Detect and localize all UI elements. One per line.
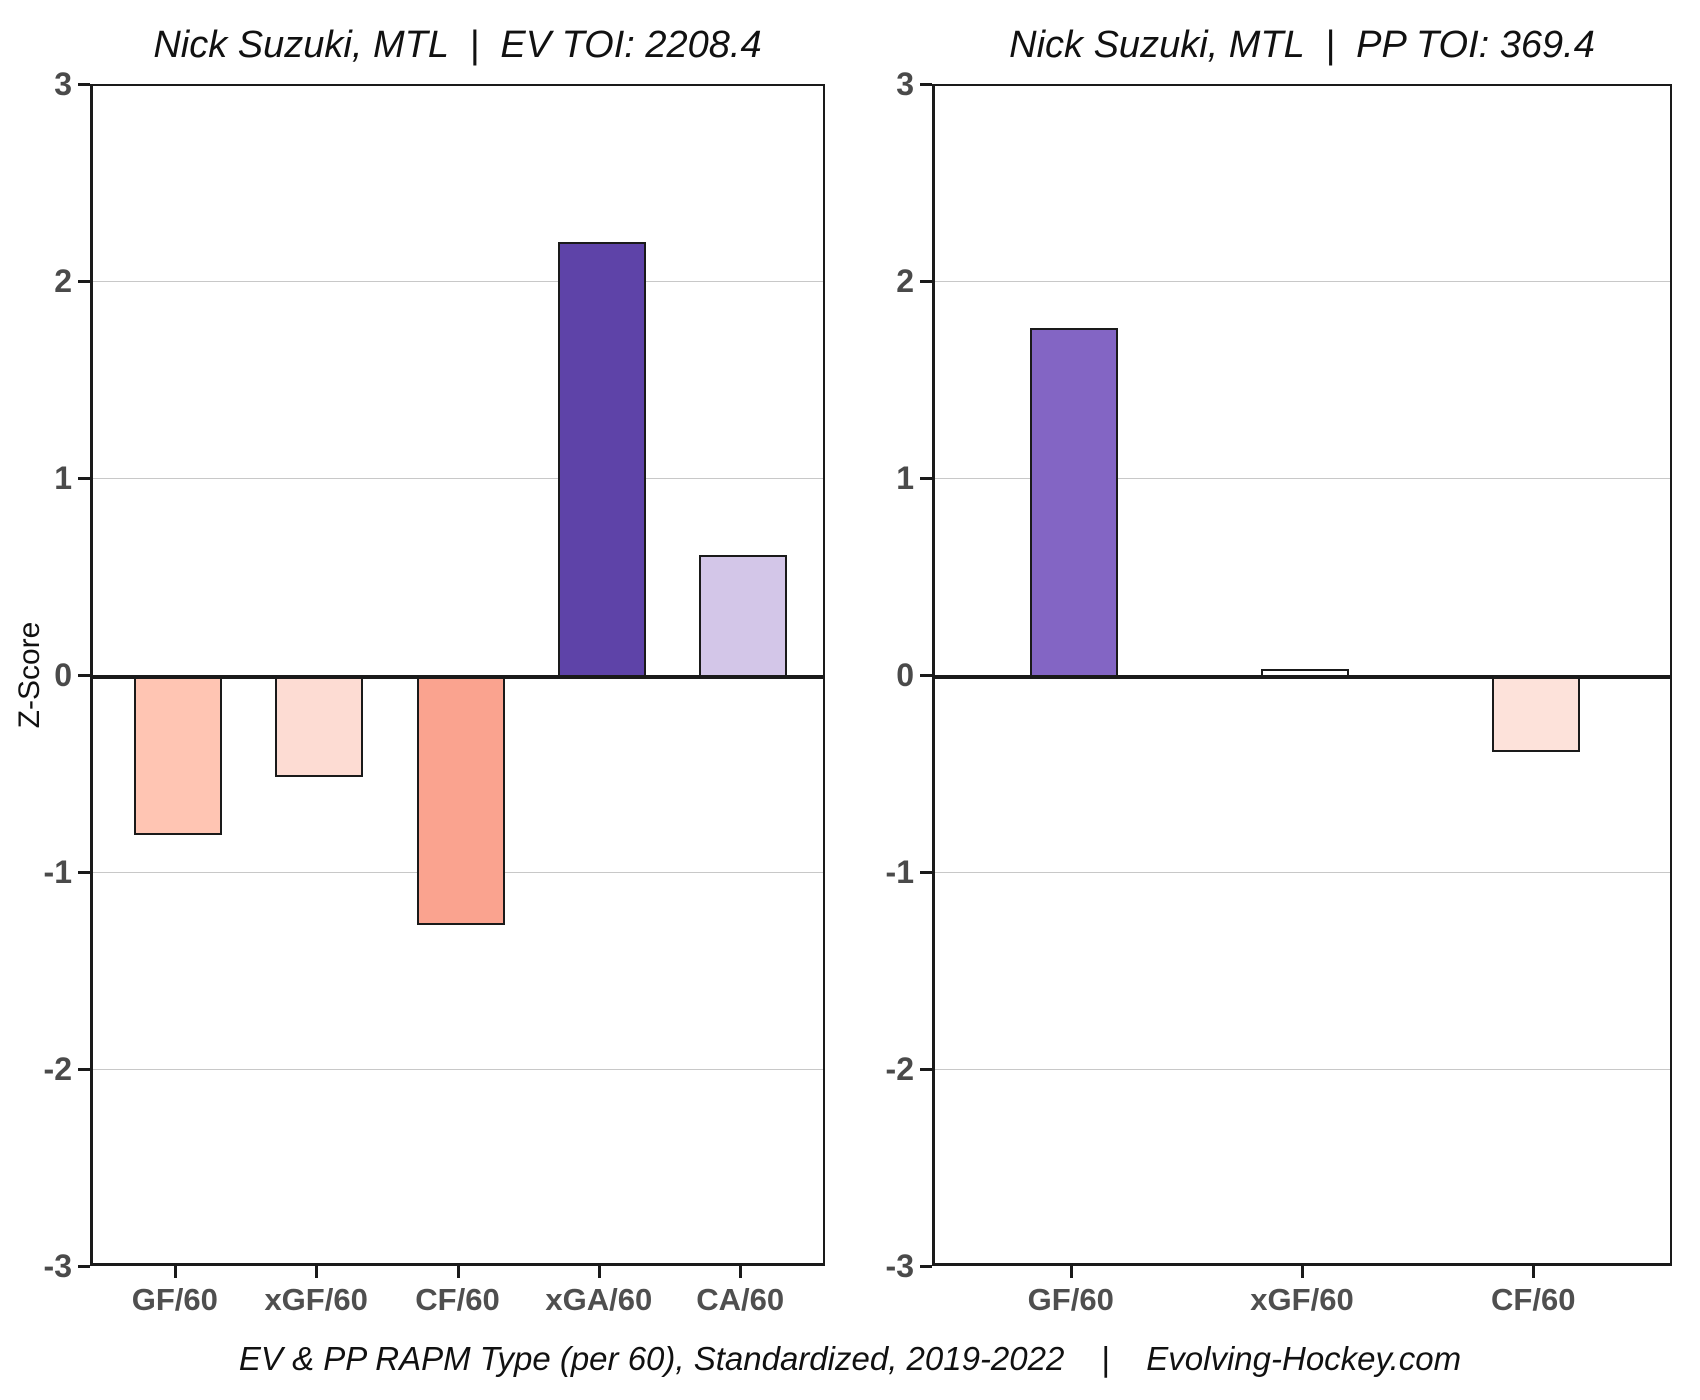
y-tick-label: -3	[885, 1248, 914, 1284]
x-tick-mark	[315, 1266, 319, 1278]
y-tick-mark	[920, 280, 932, 283]
x-tick-mark	[739, 1266, 743, 1278]
y-tick-mark	[920, 477, 932, 480]
bar-gf-60	[133, 677, 222, 835]
y-tick-mark	[78, 871, 90, 874]
x-tick-label-cf-60: CF/60	[415, 1282, 500, 1317]
bar-xgf-60	[275, 677, 364, 778]
gridline-1	[93, 478, 823, 479]
x-tick-mark	[1532, 1266, 1536, 1278]
bar-ca-60	[699, 554, 788, 677]
gridline-1	[935, 478, 1670, 479]
x-tick-mark	[1069, 1266, 1073, 1278]
y-tick-mark	[78, 280, 90, 283]
y-tick-label: 2	[896, 263, 914, 299]
zero-baseline	[935, 675, 1670, 679]
bar-cf-60	[416, 677, 505, 926]
x-tick-label-xga-60: xGA/60	[545, 1282, 653, 1317]
gridline--2	[935, 1069, 1670, 1070]
y-tick-label: -2	[43, 1051, 72, 1087]
y-tick-mark	[78, 83, 90, 86]
bar-gf-60	[1029, 328, 1118, 677]
y-tick-mark	[920, 1265, 932, 1268]
y-tick-label: -1	[43, 854, 72, 890]
x-tick-label-xgf-60: xGF/60	[264, 1282, 368, 1317]
gridline-2	[935, 281, 1670, 282]
y-tick-mark	[920, 674, 932, 677]
y-tick-label: 3	[896, 66, 914, 102]
y-tick-label: 1	[54, 460, 72, 496]
bar-xga-60	[557, 241, 646, 677]
x-tick-label-ca-60: CA/60	[696, 1282, 785, 1317]
y-tick-label: 3	[54, 66, 72, 102]
bar-cf-60	[1492, 677, 1581, 752]
x-tick-mark	[597, 1266, 601, 1278]
y-tick-label: 1	[896, 460, 914, 496]
x-tick-mark	[173, 1266, 177, 1278]
y-tick-label: 0	[896, 657, 914, 693]
y-tick-mark	[920, 871, 932, 874]
x-tick-label-xgf-60: xGF/60	[1250, 1282, 1354, 1317]
gridline-2	[93, 281, 823, 282]
y-tick-mark	[78, 674, 90, 677]
y-tick-mark	[78, 477, 90, 480]
x-tick-label-gf-60: GF/60	[131, 1282, 218, 1317]
y-tick-label: -2	[885, 1051, 914, 1087]
y-tick-label: -3	[43, 1248, 72, 1284]
y-tick-label: 0	[54, 657, 72, 693]
y-tick-mark	[920, 83, 932, 86]
x-tick-label-cf-60: CF/60	[1491, 1282, 1576, 1317]
gridline--2	[93, 1069, 823, 1070]
left-chart-title: Nick Suzuki, MTL | EV TOI: 2208.4	[153, 24, 762, 66]
x-tick-mark	[456, 1266, 460, 1278]
gridline--1	[935, 872, 1670, 873]
right-chart-title: Nick Suzuki, MTL | PP TOI: 369.4	[1009, 24, 1595, 66]
ev-chart-panel	[90, 84, 825, 1266]
x-tick-label-gf-60: GF/60	[1027, 1282, 1114, 1317]
zero-baseline	[93, 675, 823, 679]
y-tick-label: -1	[885, 854, 914, 890]
x-tick-mark	[1301, 1266, 1304, 1278]
y-tick-mark	[78, 1068, 90, 1071]
chart-caption: EV & PP RAPM Type (per 60), Standardized…	[238, 1340, 1462, 1377]
y-tick-mark	[920, 1068, 932, 1071]
y-tick-mark	[78, 1265, 90, 1268]
pp-chart-panel	[932, 84, 1672, 1266]
y-tick-label: 2	[54, 263, 72, 299]
